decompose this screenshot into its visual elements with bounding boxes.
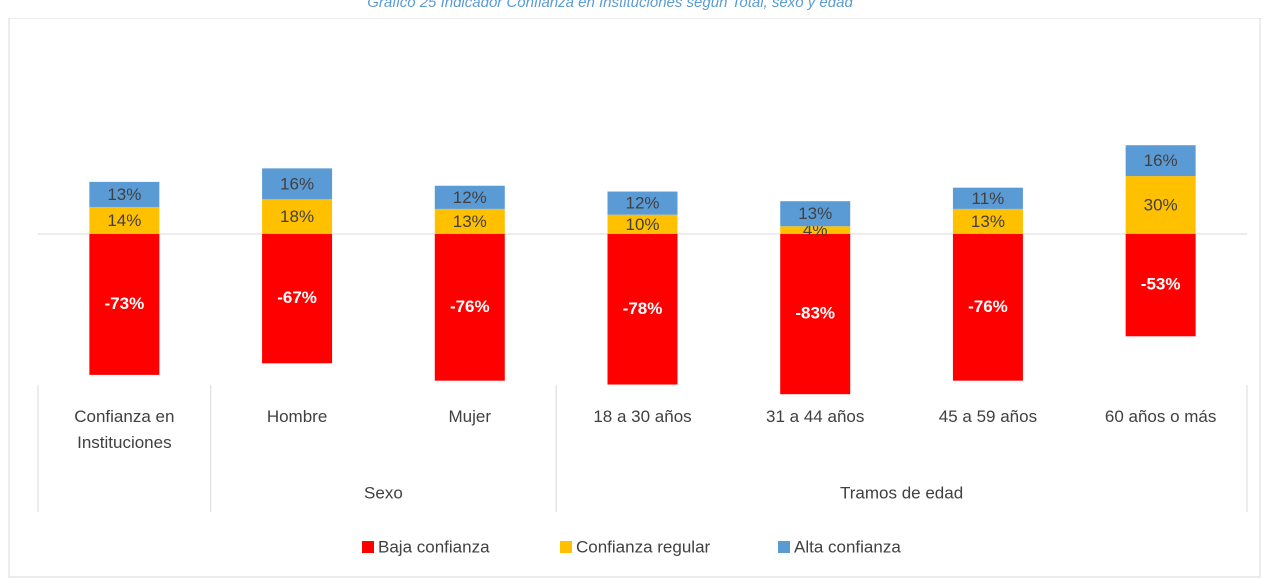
- data-label: -76%: [450, 297, 490, 316]
- data-label: -83%: [795, 304, 835, 323]
- bar-segment: [780, 234, 851, 395]
- data-label: 18%: [280, 207, 314, 226]
- bar-segment: [607, 234, 678, 385]
- data-label: 11%: [972, 189, 1005, 208]
- bar-segment: [952, 234, 1023, 381]
- bar-segment: [780, 201, 851, 227]
- bar-segment: [89, 181, 160, 207]
- x-tick-label: 18 a 30 años: [593, 407, 692, 426]
- data-label: 13%: [107, 185, 141, 204]
- data-label: 16%: [1144, 151, 1178, 170]
- bar-segment: [262, 168, 333, 200]
- bar-segment: [89, 234, 160, 375]
- legend-label: Alta confianza: [794, 537, 901, 556]
- data-label: 13%: [971, 212, 1005, 231]
- x-tick-label: 60 años o más: [1104, 407, 1217, 426]
- bar-segment: [1125, 145, 1196, 177]
- group-label: Tramos de edad: [840, 483, 963, 502]
- data-label: 13%: [453, 212, 487, 231]
- title-band: [0, 0, 1263, 18]
- x-tick-label: Hombre: [266, 407, 328, 426]
- data-label: -67%: [277, 288, 317, 307]
- x-tick-label: 31 a 44 años: [766, 407, 865, 426]
- x-tick-label: Mujer: [448, 407, 492, 426]
- bar-segment: [1125, 234, 1196, 337]
- legend-label: Baja confianza: [378, 537, 490, 556]
- bar-segment: [607, 214, 678, 234]
- bar-segment: [434, 234, 505, 381]
- data-label: -76%: [968, 297, 1008, 316]
- bar-segment: [89, 206, 160, 234]
- bar-segment: [434, 185, 505, 209]
- x-tick-label: 45 a 59 años: [938, 407, 1038, 426]
- x-tick-label: Confianza en Instituciones: [74, 407, 175, 452]
- data-label: -73%: [105, 294, 145, 313]
- bar-segment: [952, 208, 1023, 234]
- bar-segment: [434, 208, 505, 234]
- data-label: -53%: [1141, 275, 1181, 294]
- bar-segment: [262, 199, 333, 234]
- data-label: -78%: [623, 299, 663, 318]
- bar-segment: [1125, 176, 1196, 234]
- data-label: 30%: [1144, 196, 1178, 215]
- bar-segment: [607, 191, 678, 215]
- data-label: 12%: [453, 188, 487, 207]
- data-label: 13%: [798, 204, 832, 223]
- bar-segment: [952, 187, 1023, 209]
- chart-title: Gráfico 25 Indicador Confianza en Instit…: [367, 0, 853, 11]
- data-label: 16%: [280, 174, 314, 193]
- data-label: 12%: [625, 194, 659, 213]
- legend-swatch: [778, 541, 790, 553]
- group-label: Sexo: [364, 483, 403, 502]
- legend-swatch: [362, 541, 374, 553]
- data-label: 10%: [625, 215, 659, 234]
- bar-segment: [780, 226, 851, 234]
- data-label: 14%: [107, 211, 141, 230]
- legend-label: Confianza regular: [576, 537, 711, 556]
- legend-swatch: [560, 541, 572, 553]
- bar-segment: [262, 234, 333, 364]
